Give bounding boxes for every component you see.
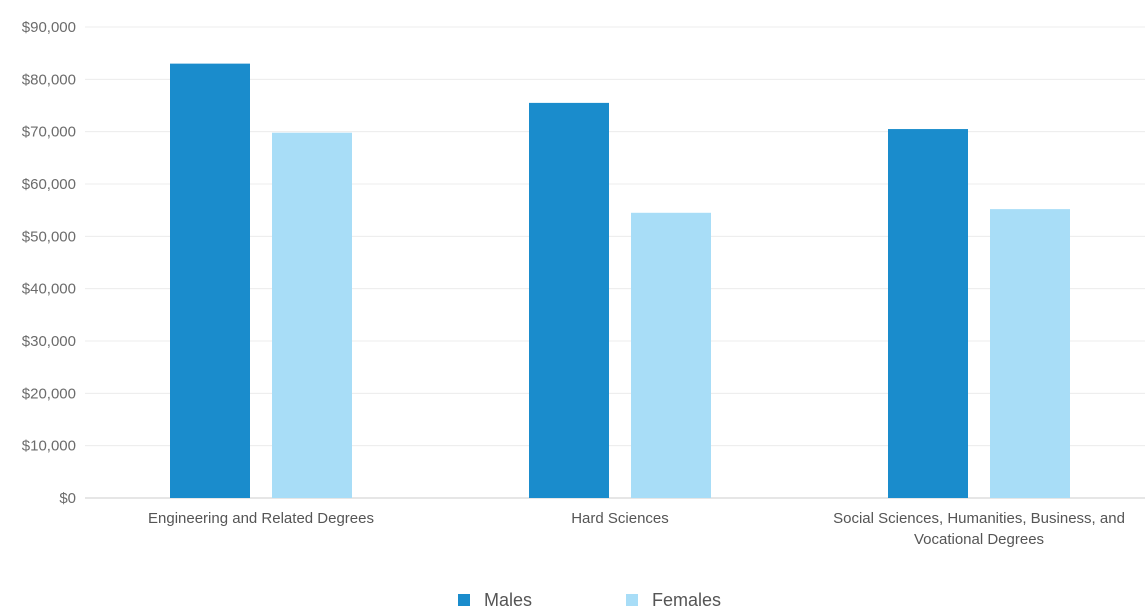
y-tick-label: $20,000 [22, 385, 76, 402]
y-tick-label: $90,000 [22, 19, 76, 36]
y-tick-label: $10,000 [22, 438, 76, 455]
x-category-label: Social Sciences, Humanities, Business, a… [833, 510, 1125, 527]
legend-label-males: Males [484, 590, 532, 608]
legend-label-females: Females [652, 590, 721, 608]
bar-males-0 [170, 63, 250, 499]
legend-swatch-females [626, 594, 638, 606]
bar-males-2 [888, 129, 968, 499]
bar-females-0 [272, 132, 352, 499]
y-tick-label: $60,000 [22, 176, 76, 193]
y-tick-label: $80,000 [22, 71, 76, 88]
legend-swatch-males [458, 594, 470, 606]
y-tick-label: $30,000 [22, 333, 76, 350]
x-category-label: Engineering and Related Degrees [148, 510, 374, 527]
bar-males-1 [529, 102, 609, 498]
y-tick-label: $40,000 [22, 281, 76, 298]
x-category-label: Vocational Degrees [914, 531, 1044, 548]
y-tick-label: $0 [59, 490, 76, 507]
y-tick-label: $50,000 [22, 228, 76, 245]
y-tick-label: $70,000 [22, 124, 76, 141]
bar-females-2 [990, 209, 1070, 498]
x-category-label: Hard Sciences [571, 510, 669, 527]
bar-females-1 [631, 212, 711, 499]
